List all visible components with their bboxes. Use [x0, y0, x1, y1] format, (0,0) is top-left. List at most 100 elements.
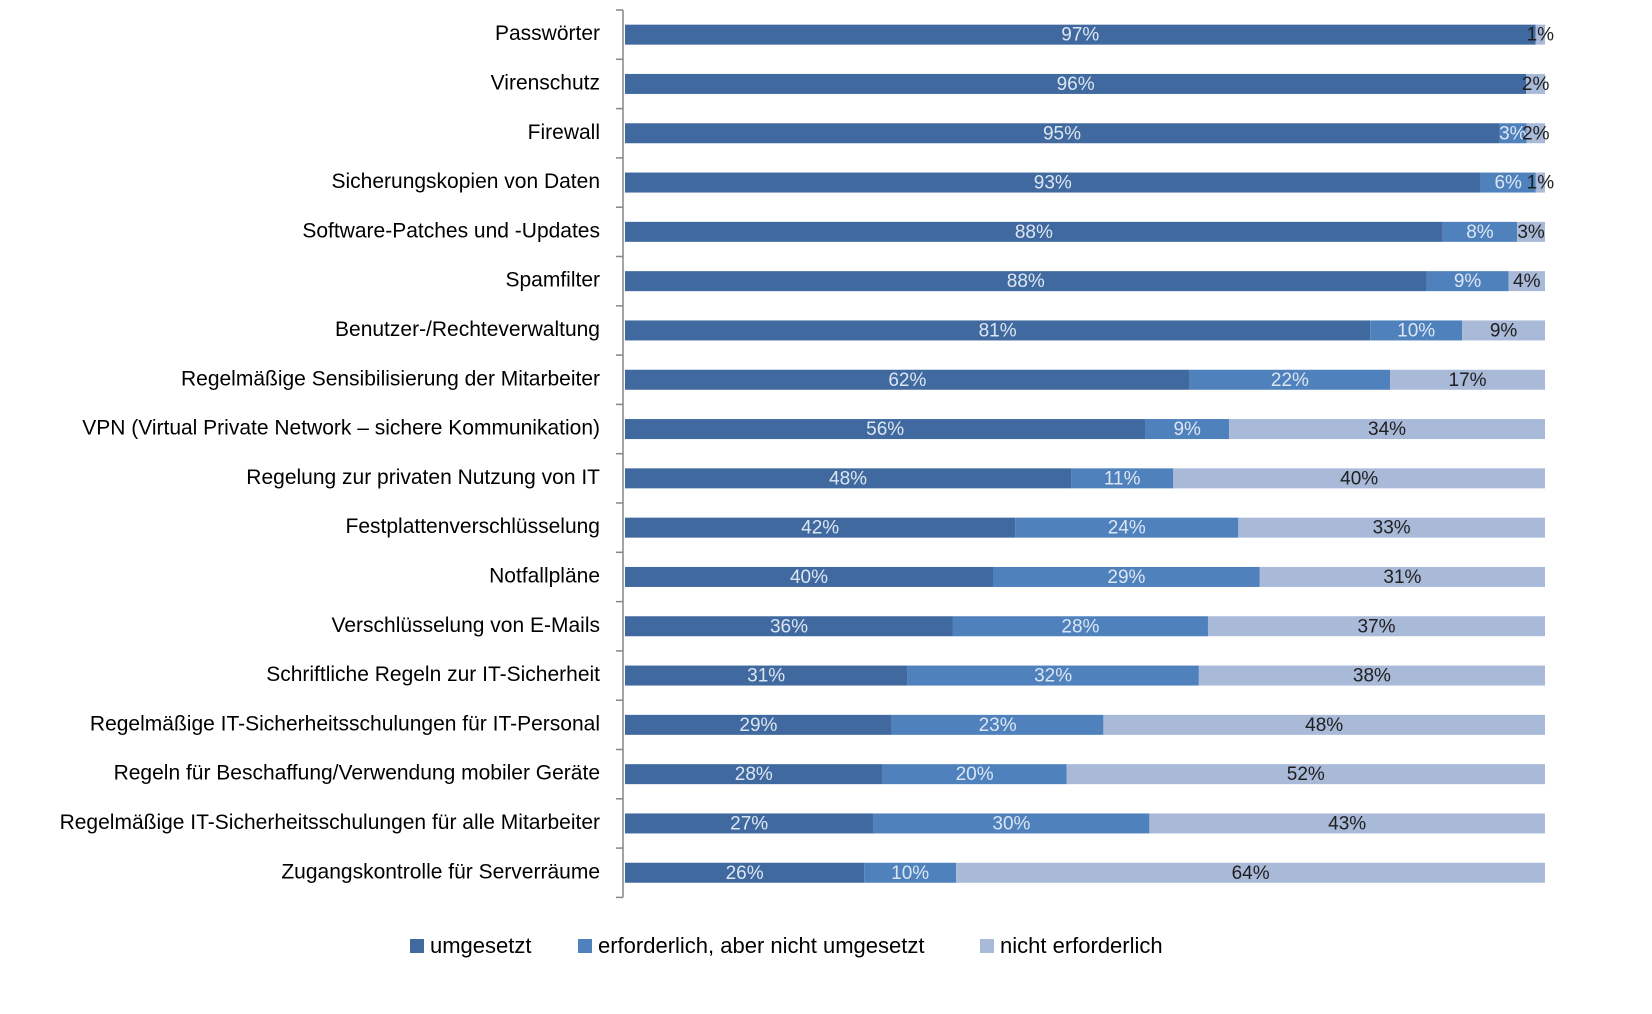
bar-segment — [1145, 419, 1230, 440]
data-label: 31% — [747, 666, 785, 687]
bar-segment — [625, 665, 908, 686]
legend-swatch — [410, 939, 424, 953]
data-label: 2% — [1522, 74, 1550, 95]
bar-segment — [1526, 123, 1545, 144]
data-label: 81% — [979, 320, 1017, 341]
bar-segment — [1442, 221, 1518, 242]
category-label: Regelmäßige Sensibilisierung der Mitarbe… — [181, 367, 600, 390]
data-label: 43% — [1328, 813, 1366, 834]
category-label: Festplattenverschlüsselung — [346, 515, 600, 538]
bar-segment — [625, 221, 1443, 242]
bar-segment — [625, 764, 883, 785]
data-label: 9% — [1173, 419, 1201, 440]
data-label: 48% — [829, 468, 867, 489]
data-label: 4% — [1513, 271, 1541, 292]
bar-segment — [625, 813, 874, 834]
legend-swatch — [578, 939, 592, 953]
data-label: 23% — [979, 715, 1017, 736]
data-label: 37% — [1357, 616, 1395, 637]
bar-segment — [1071, 468, 1174, 489]
data-label: 8% — [1466, 222, 1494, 243]
data-label: 22% — [1271, 370, 1309, 391]
category-label: Virenschutz — [491, 71, 600, 94]
data-label: 88% — [1007, 271, 1045, 292]
data-label: 64% — [1232, 863, 1270, 884]
data-label: 10% — [891, 863, 929, 884]
category-label: VPN (Virtual Private Network – sichere K… — [82, 417, 600, 440]
data-label: 97% — [1061, 25, 1099, 46]
bar-segment — [625, 862, 865, 883]
data-label: 6% — [1494, 173, 1522, 194]
data-label: 26% — [726, 863, 764, 884]
bar-segment — [1103, 714, 1545, 735]
data-label: 38% — [1353, 666, 1391, 687]
category-label: Firewall — [528, 121, 600, 144]
bar-segment — [625, 369, 1190, 390]
data-label: 27% — [730, 813, 768, 834]
legend-label: nicht erforderlich — [1000, 933, 1163, 958]
bar-segment — [882, 764, 1067, 785]
bar-segment — [1499, 123, 1527, 144]
data-label: 34% — [1368, 419, 1406, 440]
category-label: Notfallpläne — [489, 564, 600, 587]
bar-segment — [1173, 468, 1545, 489]
bar-segment — [1508, 271, 1545, 292]
bar-segment — [1535, 172, 1545, 193]
bar-segment — [625, 468, 1072, 489]
data-label: 52% — [1287, 764, 1325, 785]
bar-segment — [907, 665, 1199, 686]
data-label: 40% — [1340, 468, 1378, 489]
data-label: 33% — [1373, 518, 1411, 539]
data-label: 88% — [1015, 222, 1053, 243]
data-label: 17% — [1449, 370, 1487, 391]
data-label: 29% — [1107, 567, 1145, 588]
bar-segment — [993, 566, 1260, 587]
bar-segment — [1480, 172, 1536, 193]
data-label: 2% — [1522, 123, 1550, 144]
bar-segment — [873, 813, 1150, 834]
category-label: Sicherungskopien von Daten — [331, 170, 600, 193]
data-label: 40% — [790, 567, 828, 588]
data-label: 31% — [1383, 567, 1421, 588]
data-label: 28% — [1061, 616, 1099, 637]
bar-segment — [625, 271, 1427, 292]
data-label: 1% — [1527, 173, 1555, 194]
category-label: Regelung zur privaten Nutzung von IT — [246, 466, 600, 489]
data-label: 29% — [739, 715, 777, 736]
bar-segment — [625, 566, 993, 587]
bar-segment — [1517, 221, 1545, 242]
bar-segment — [1462, 320, 1545, 341]
bar-segment — [625, 123, 1499, 144]
data-label: 56% — [866, 419, 904, 440]
data-label: 30% — [992, 813, 1030, 834]
bar-segment — [1238, 517, 1545, 538]
legend-label: erforderlich, aber nicht umgesetzt — [598, 933, 925, 958]
category-label: Regeln für Beschaffung/Verwendung mobile… — [114, 762, 600, 785]
bar-segment — [1426, 271, 1509, 292]
data-label: 1% — [1527, 25, 1555, 46]
category-label: Zugangskontrolle für Serverräume — [281, 860, 600, 883]
bar-segment — [625, 419, 1146, 440]
data-label: 10% — [1397, 320, 1435, 341]
bar-segment — [891, 714, 1104, 735]
bar-segment — [1526, 73, 1545, 94]
bar-segment — [864, 862, 957, 883]
data-label: 20% — [956, 764, 994, 785]
bar-segment — [1189, 369, 1391, 390]
data-label: 3% — [1499, 123, 1527, 144]
data-label: 95% — [1043, 123, 1081, 144]
data-label: 3% — [1517, 222, 1545, 243]
data-label: 28% — [735, 764, 773, 785]
bar-segment — [1229, 419, 1545, 440]
bar-segment — [625, 616, 953, 637]
bar-segment — [1259, 566, 1545, 587]
data-label: 93% — [1034, 173, 1072, 194]
data-label: 24% — [1108, 518, 1146, 539]
data-label: 9% — [1454, 271, 1482, 292]
category-label: Benutzer-/Rechteverwaltung — [335, 318, 600, 341]
bar-segment — [625, 714, 892, 735]
data-label: 9% — [1490, 320, 1518, 341]
data-label: 32% — [1034, 666, 1072, 687]
data-label: 36% — [770, 616, 808, 637]
